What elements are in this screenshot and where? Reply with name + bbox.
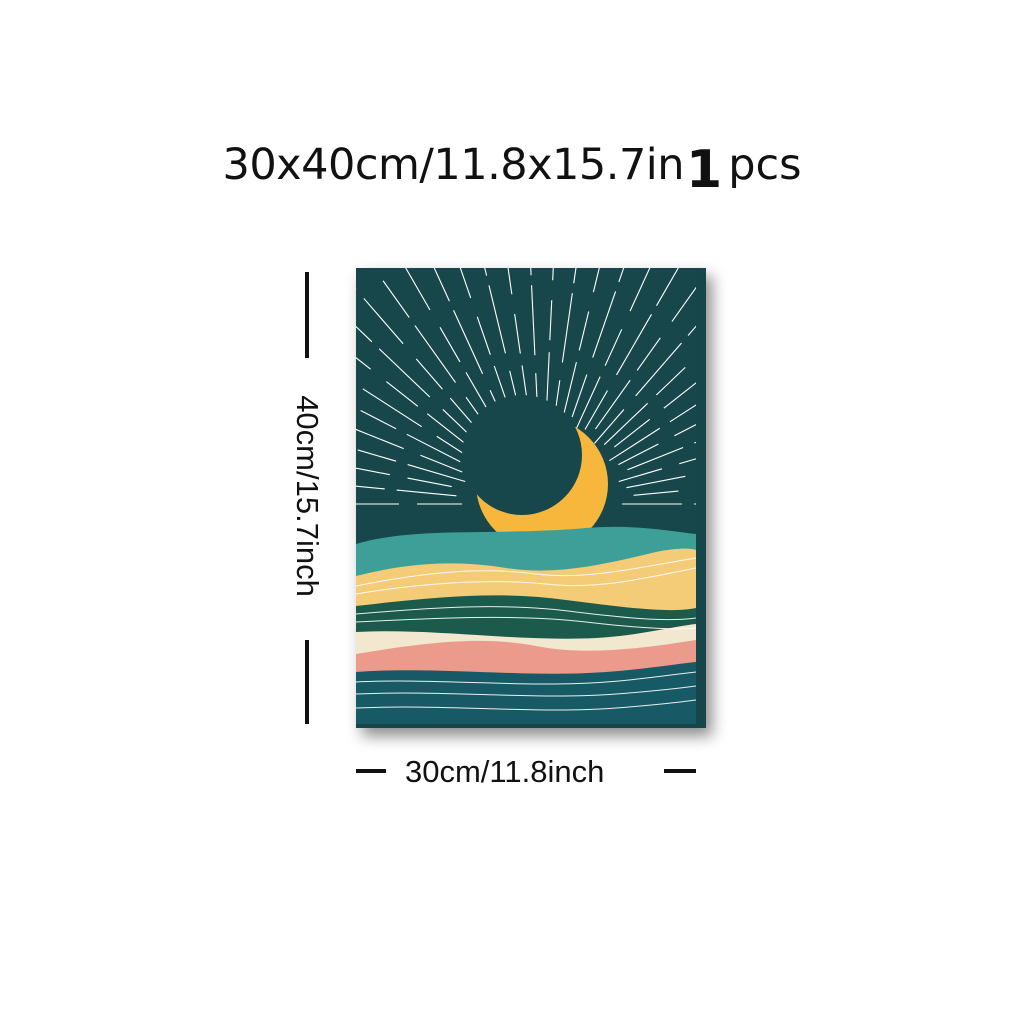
sun-ray-line — [613, 382, 696, 448]
size-title: 30x40cm/11.8x15.7in1 pcs — [0, 136, 1024, 197]
sun-ray-line — [356, 357, 475, 452]
painting-artwork — [356, 268, 696, 724]
sun-ray-line — [405, 268, 497, 425]
height-dimension-label: 40cm/15.7inch — [290, 395, 325, 597]
sun-ray-line — [552, 268, 577, 425]
sun-ray-line — [571, 268, 625, 418]
sun-ray-line — [459, 268, 515, 423]
sun-ray-line — [545, 268, 554, 413]
width-dimension-line-left — [356, 769, 386, 773]
sun-ray-line — [627, 441, 696, 471]
sun-ray-line — [356, 383, 475, 462]
sun-ray-line — [603, 356, 696, 446]
sun-ray-line — [356, 325, 476, 441]
sun-ray-line — [484, 268, 521, 415]
sun-ray-line — [373, 268, 493, 435]
width-dimension-label: 30cm/11.8inch — [405, 754, 605, 789]
sun-ray-line — [530, 268, 539, 419]
sun-ray-line — [593, 325, 696, 444]
sun-ray-line — [433, 268, 510, 432]
height-dimension-line-top — [305, 272, 309, 358]
sun-ray-line — [356, 288, 491, 444]
sun-ray-line — [356, 428, 463, 473]
sun-ray-line — [574, 268, 651, 432]
sun-ray-line — [594, 286, 696, 430]
sun-ray-line — [609, 404, 696, 462]
sun-ray-line — [356, 448, 466, 483]
sun-ray-line — [356, 485, 457, 497]
hill-contour-lines — [356, 557, 696, 711]
sun-ray-line — [356, 467, 452, 488]
sun-ray-line — [584, 268, 679, 430]
size-text: 30x40cm/11.8x15.7in — [222, 140, 684, 190]
width-dimension-line-right — [664, 769, 696, 773]
sun-ray-line — [356, 407, 461, 463]
canvas-painting — [356, 268, 696, 724]
quantity-unit: pcs — [728, 140, 802, 190]
height-dimension-line-bottom — [305, 640, 309, 724]
moon-shadow — [462, 395, 582, 515]
quantity-number: 1 — [686, 140, 723, 200]
sun-ray-line — [507, 268, 532, 425]
sun-rays — [356, 268, 696, 505]
sun-ray-line — [633, 488, 696, 496]
sun-ray-line — [618, 458, 696, 483]
sun-ray-line — [561, 268, 600, 421]
sun-ray-line — [626, 473, 696, 489]
sun-ray-line — [618, 423, 696, 466]
